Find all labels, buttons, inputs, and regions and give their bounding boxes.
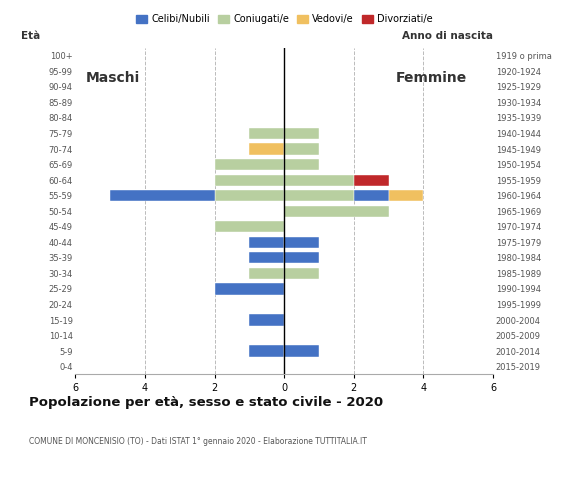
- Bar: [284, 346, 319, 357]
- Bar: [215, 283, 284, 295]
- Bar: [284, 252, 319, 264]
- Bar: [354, 175, 389, 186]
- Bar: [354, 190, 389, 201]
- Bar: [284, 175, 354, 186]
- Bar: [284, 237, 319, 248]
- Bar: [284, 190, 354, 201]
- Bar: [249, 346, 284, 357]
- Text: Maschi: Maschi: [86, 72, 140, 85]
- Bar: [249, 144, 284, 155]
- Bar: [389, 190, 423, 201]
- Bar: [284, 268, 319, 279]
- Text: Femmine: Femmine: [396, 72, 467, 85]
- Bar: [284, 205, 389, 217]
- Bar: [284, 159, 319, 170]
- Text: Anno di nascita: Anno di nascita: [402, 32, 493, 41]
- Bar: [249, 128, 284, 139]
- Bar: [215, 159, 284, 170]
- Bar: [249, 237, 284, 248]
- Bar: [110, 190, 215, 201]
- Bar: [215, 175, 284, 186]
- Bar: [284, 128, 319, 139]
- Legend: Celibi/Nubili, Coniugati/e, Vedovi/e, Divorziati/e: Celibi/Nubili, Coniugati/e, Vedovi/e, Di…: [132, 11, 437, 28]
- Bar: [249, 314, 284, 325]
- Bar: [215, 221, 284, 232]
- Bar: [284, 144, 319, 155]
- Text: COMUNE DI MONCENISIO (TO) - Dati ISTAT 1° gennaio 2020 - Elaborazione TUTTITALIA: COMUNE DI MONCENISIO (TO) - Dati ISTAT 1…: [29, 437, 367, 446]
- Bar: [249, 252, 284, 264]
- Bar: [215, 190, 284, 201]
- Text: Popolazione per età, sesso e stato civile - 2020: Popolazione per età, sesso e stato civil…: [29, 396, 383, 409]
- Bar: [249, 268, 284, 279]
- Text: Età: Età: [21, 32, 41, 41]
